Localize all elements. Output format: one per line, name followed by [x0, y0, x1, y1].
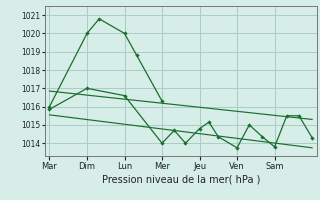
- X-axis label: Pression niveau de la mer( hPa ): Pression niveau de la mer( hPa ): [102, 175, 260, 185]
